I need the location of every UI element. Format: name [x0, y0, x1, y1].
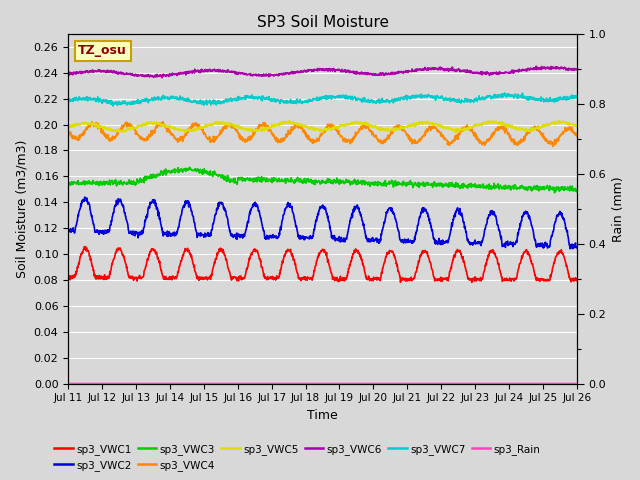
sp3_VWC2	[165, 229, 173, 235]
sp3_VWC7	[165, 96, 173, 101]
sp3_VWC3	[573, 187, 580, 192]
sp3_VWC1	[81, 244, 88, 250]
sp3_VWC6	[178, 70, 186, 76]
sp3_VWC5	[401, 124, 409, 130]
sp3_VWC1	[397, 279, 404, 285]
sp3_Rain	[513, 381, 520, 386]
sp3_VWC2	[64, 230, 72, 236]
sp3_VWC4	[468, 129, 476, 134]
sp3_VWC1	[513, 272, 521, 278]
sp3_VWC7	[468, 97, 476, 103]
Line: sp3_VWC1: sp3_VWC1	[68, 247, 577, 282]
sp3_VWC5	[234, 125, 242, 131]
sp3_VWC3	[186, 164, 194, 170]
sp3_VWC4	[159, 119, 167, 125]
sp3_Rain	[165, 381, 173, 386]
sp3_Rain	[468, 381, 476, 386]
Title: SP3 Soil Moisture: SP3 Soil Moisture	[257, 15, 388, 30]
sp3_VWC7	[64, 97, 72, 103]
sp3_VWC2	[573, 245, 580, 251]
Line: sp3_VWC3: sp3_VWC3	[68, 167, 577, 193]
sp3_VWC2	[513, 240, 520, 245]
sp3_VWC4	[235, 132, 243, 137]
sp3_VWC1	[573, 278, 580, 284]
sp3_VWC5	[177, 128, 185, 133]
sp3_VWC6	[235, 71, 243, 76]
sp3_VWC3	[177, 166, 185, 171]
sp3_VWC2	[81, 194, 88, 200]
sp3_VWC7	[401, 94, 409, 99]
sp3_VWC1	[178, 257, 186, 263]
sp3_VWC3	[468, 182, 476, 188]
sp3_Rain	[401, 381, 409, 386]
sp3_VWC1	[402, 278, 410, 284]
sp3_VWC6	[64, 72, 72, 78]
Line: sp3_VWC4: sp3_VWC4	[68, 122, 577, 146]
sp3_VWC4	[401, 129, 409, 134]
sp3_Rain	[177, 381, 185, 386]
sp3_VWC4	[64, 130, 72, 135]
sp3_VWC3	[64, 179, 72, 184]
sp3_VWC3	[513, 186, 520, 192]
Line: sp3_VWC6: sp3_VWC6	[68, 66, 577, 78]
X-axis label: Time: Time	[307, 409, 338, 422]
sp3_VWC5	[64, 124, 72, 130]
Line: sp3_VWC2: sp3_VWC2	[68, 197, 577, 249]
sp3_VWC3	[401, 181, 409, 187]
sp3_VWC5	[573, 123, 580, 129]
sp3_VWC7	[573, 94, 580, 99]
sp3_VWC5	[285, 118, 293, 123]
sp3_VWC4	[573, 133, 580, 139]
sp3_VWC6	[158, 75, 166, 81]
sp3_VWC2	[178, 211, 186, 217]
sp3_VWC1	[64, 276, 72, 281]
Text: TZ_osu: TZ_osu	[78, 45, 127, 58]
sp3_VWC1	[165, 276, 173, 282]
sp3_VWC3	[235, 175, 243, 181]
sp3_VWC7	[235, 96, 243, 101]
sp3_VWC7	[513, 93, 521, 98]
sp3_VWC6	[532, 63, 540, 69]
sp3_VWC5	[513, 126, 521, 132]
sp3_Rain	[234, 381, 242, 386]
sp3_VWC2	[401, 239, 409, 244]
sp3_VWC6	[401, 69, 409, 74]
sp3_VWC6	[165, 73, 173, 79]
sp3_VWC1	[235, 278, 243, 284]
sp3_VWC7	[109, 103, 117, 109]
Y-axis label: Soil Moisture (m3/m3): Soil Moisture (m3/m3)	[15, 140, 28, 278]
sp3_VWC6	[468, 70, 476, 75]
sp3_Rain	[64, 381, 72, 386]
sp3_VWC2	[235, 233, 243, 239]
sp3_VWC4	[178, 134, 186, 140]
sp3_VWC4	[549, 144, 557, 149]
sp3_VWC4	[165, 128, 173, 134]
Line: sp3_VWC7: sp3_VWC7	[68, 93, 577, 106]
sp3_VWC1	[468, 276, 476, 282]
sp3_VWC5	[165, 123, 173, 129]
Line: sp3_VWC5: sp3_VWC5	[68, 120, 577, 133]
sp3_Rain	[573, 381, 580, 386]
sp3_VWC7	[501, 90, 509, 96]
sp3_VWC3	[551, 190, 559, 196]
sp3_VWC5	[452, 130, 460, 136]
sp3_VWC6	[513, 69, 520, 74]
sp3_VWC4	[513, 142, 520, 148]
Y-axis label: Rain (mm): Rain (mm)	[612, 176, 625, 241]
sp3_VWC2	[468, 241, 476, 247]
sp3_VWC3	[165, 168, 173, 174]
sp3_VWC2	[566, 246, 574, 252]
sp3_VWC6	[573, 67, 580, 72]
sp3_VWC7	[178, 96, 186, 102]
Legend: sp3_VWC1, sp3_VWC2, sp3_VWC3, sp3_VWC4, sp3_VWC5, sp3_VWC6, sp3_VWC7, sp3_Rain: sp3_VWC1, sp3_VWC2, sp3_VWC3, sp3_VWC4, …	[50, 439, 545, 475]
sp3_VWC5	[468, 123, 476, 129]
